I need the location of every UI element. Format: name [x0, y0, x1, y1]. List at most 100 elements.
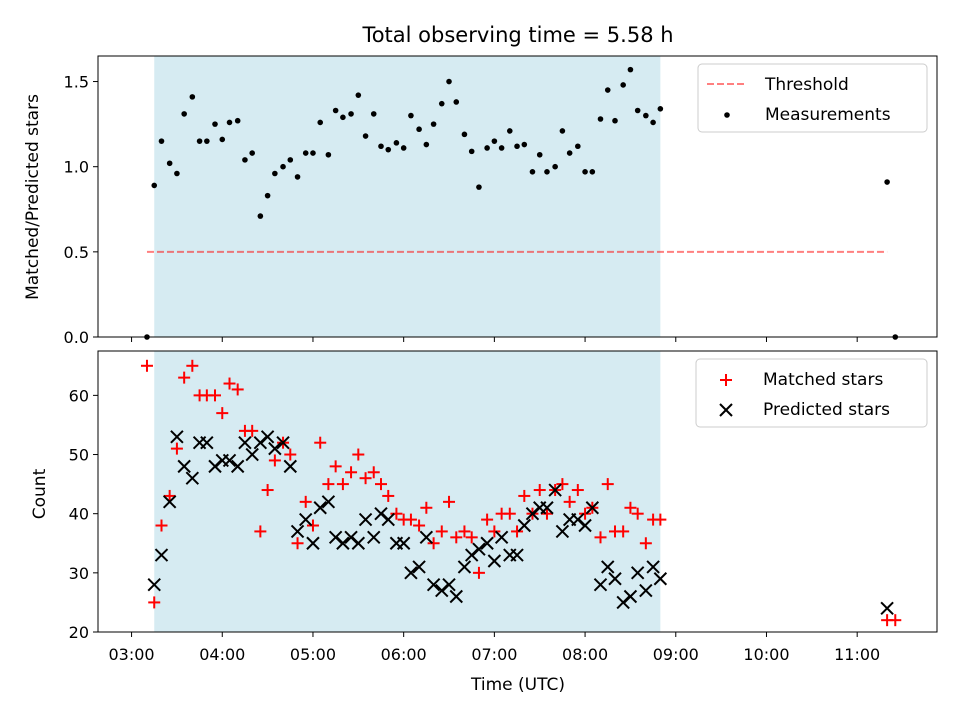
matched-star-point [594, 531, 607, 544]
predicted-star-point [517, 518, 532, 533]
matched-star-point [345, 466, 358, 479]
measurement-point [484, 145, 490, 151]
x-tick-label: 03:00 [109, 645, 155, 664]
predicted-star-point [548, 483, 562, 497]
predicted-star-point [147, 577, 161, 592]
measurement-point [348, 111, 354, 117]
measurement-point [400, 145, 407, 151]
matched-star-point [306, 519, 319, 532]
predicted-star-point [358, 512, 373, 527]
measurement-point [657, 105, 664, 112]
predicted-star-point [457, 560, 472, 574]
measurement-point [219, 136, 226, 143]
predicted-star-point [268, 441, 282, 456]
y-tick-label: 30 [69, 564, 89, 583]
predicted-star-point [290, 524, 305, 539]
measurement-point [370, 111, 377, 117]
predicted-star-point [276, 435, 290, 450]
top-axes-frame [97, 55, 938, 338]
matched-star-point [458, 525, 471, 538]
matched-star-point [450, 531, 463, 544]
matched-star-point [556, 478, 569, 491]
matched-star-point [209, 389, 222, 402]
matched-star-point [617, 525, 630, 538]
observing-span-top [154, 56, 661, 337]
measurement-point [643, 112, 649, 119]
y-tick-label: 60 [69, 386, 89, 405]
measurement-point [559, 128, 566, 134]
y-tick-label: 20 [69, 623, 89, 642]
matched-star-point [579, 507, 592, 520]
matched-star-point [571, 484, 584, 497]
measurement-point [884, 179, 890, 185]
matched-star-point [223, 377, 236, 390]
predicted-star-point [283, 459, 297, 474]
bottom-y-ticks: 20 30 40 50 60 [69, 386, 98, 642]
measurement-point [604, 87, 611, 93]
legend-measurements-label: Measurements [765, 105, 891, 125]
observing-span-bottom [154, 351, 661, 632]
measurement-point [476, 184, 482, 190]
measurement-point [627, 66, 634, 73]
x-tick-label: 08:00 [562, 645, 608, 664]
predicted-star-point [608, 572, 622, 586]
predicted-star-point [630, 566, 645, 580]
matched-star-point [186, 359, 199, 372]
predicted-star-point [260, 430, 275, 444]
y-tick-label: 50 [69, 446, 89, 465]
measurement-point [423, 141, 430, 148]
matched-star-point [322, 478, 335, 491]
matched-star-point [390, 507, 403, 520]
predicted-star-point [299, 512, 313, 527]
legend-threshold-label: Threshold [764, 75, 849, 95]
legend-bottom-box [695, 358, 928, 428]
predicted-star-point [480, 536, 494, 550]
matched-star-point [518, 489, 531, 502]
x-tick-label: 10:00 [743, 645, 789, 664]
predicted-star-point [200, 435, 214, 450]
predicted-star-point [162, 495, 177, 509]
matched-star-point [382, 489, 395, 502]
matched-star-point [178, 371, 191, 384]
x-tick-label: 04:00 [199, 645, 245, 664]
matched-star-point [435, 525, 448, 538]
measurement-point [280, 163, 286, 170]
measurement-point [325, 151, 332, 158]
matched-star-point [284, 448, 297, 461]
matched-star-point [540, 507, 553, 520]
ratio-marks [144, 66, 899, 340]
matched-star-point [148, 596, 161, 609]
measurement-point [612, 117, 618, 124]
bottom-axes-frame [97, 350, 938, 633]
measurement-point [430, 121, 437, 127]
matched-star-point [503, 507, 516, 520]
matched-star-point [889, 614, 902, 627]
matched-star-point [443, 495, 456, 508]
legend-measurements-swatch [724, 112, 730, 118]
measurement-point [582, 169, 588, 175]
predicted-star-point [639, 583, 653, 598]
legend-predicted-swatch [719, 403, 733, 417]
y-tick-label: 0.5 [64, 243, 89, 262]
measurement-point [589, 169, 596, 175]
matched-star-point [420, 501, 433, 514]
measurement-point [196, 138, 203, 144]
predicted-star-point [306, 536, 320, 550]
count-panel: 20 30 40 50 60 03:00 04:00 05:00 06:00 07:00 08:0… [30, 350, 938, 695]
measurement-point [514, 143, 520, 150]
y-tick-label: 0.0 [64, 328, 89, 347]
predicted-star-point [646, 560, 660, 574]
predicted-star-point [487, 554, 502, 568]
measurement-point [453, 99, 460, 105]
measurement-point [151, 182, 158, 189]
matched-star-point [155, 519, 168, 532]
measurement-point [302, 150, 309, 156]
measurement-point [264, 192, 271, 199]
matched-star-point [314, 436, 327, 449]
x-tick-label: 09:00 [653, 645, 699, 664]
x-axis-label: Time (UTC) [470, 675, 565, 695]
matched-star-point [216, 407, 229, 420]
legend-bottom: Matched stars Predicted stars [695, 358, 928, 428]
predicted-star-point [623, 589, 638, 604]
